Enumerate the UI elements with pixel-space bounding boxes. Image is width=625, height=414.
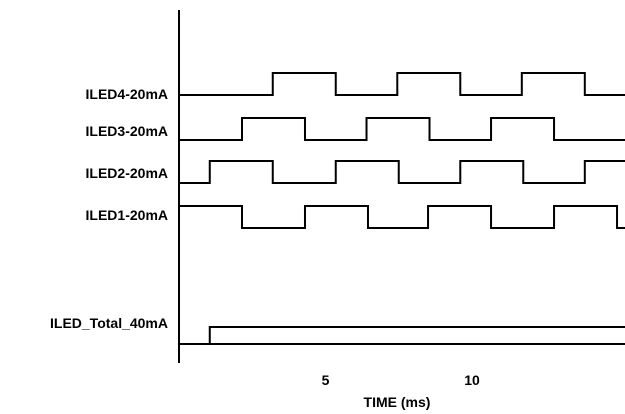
signal-label-iled2-20ma: ILED2-20mA xyxy=(86,165,168,181)
waveform-iled2-20ma xyxy=(179,160,625,184)
waveform-iled-total-40ma xyxy=(179,326,625,345)
signal-label-iled4-20ma: ILED4-20mA xyxy=(86,86,168,102)
x-tick-label-10: 10 xyxy=(464,372,480,388)
x-tick-labels: 5 10 xyxy=(322,372,480,388)
waveform-iled4-20ma xyxy=(179,72,625,96)
signals-layer: ILED4-20mA ILED3-20mA ILED2-20mA ILED1-20mA… xyxy=(50,72,625,345)
waveform-iled3-20ma xyxy=(179,117,625,141)
x-axis-title: TIME (ms) xyxy=(364,394,431,410)
waveform-iled1-20ma xyxy=(178,205,625,229)
signal-label-iled-total-40ma: ILED_Total_40mA xyxy=(50,315,168,331)
x-tick-label-5: 5 xyxy=(322,372,330,388)
signal-label-iled1-20ma: ILED1-20mA xyxy=(86,207,168,223)
signal-label-iled3-20ma: ILED3-20mA xyxy=(86,123,168,139)
